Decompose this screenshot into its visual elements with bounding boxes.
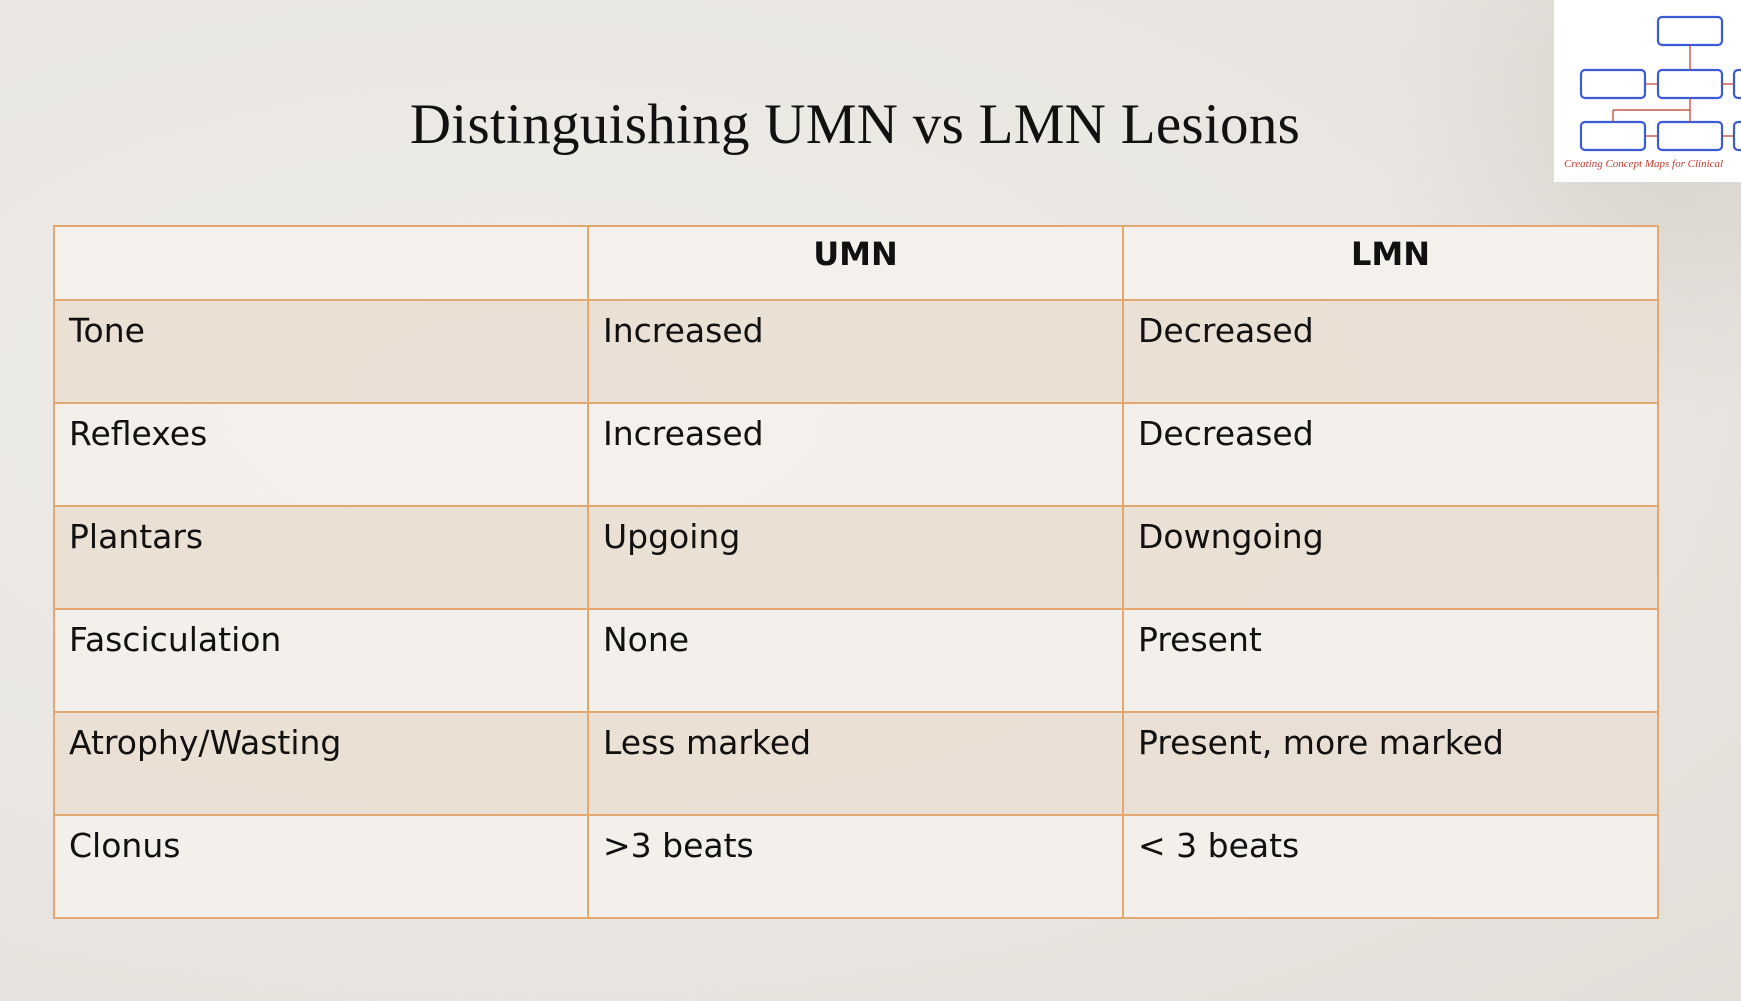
thumbnail-caption: Creating Concept Maps for Clinical — [1564, 158, 1724, 170]
feature-cell: Atrophy/Wasting — [53, 711, 589, 816]
feature-cell: Plantars — [53, 505, 589, 610]
lmn-cell: < 3 beats — [1122, 814, 1659, 919]
comparison-table: UMN LMN Tone Increased Decreased Reflexe… — [53, 225, 1659, 919]
header-feature — [53, 225, 589, 301]
header-lmn: LMN — [1122, 225, 1659, 301]
concept-map-diagram-icon — [1579, 15, 1741, 152]
concept-map-thumbnail: Creating Concept Maps for Clinical — [1553, 0, 1741, 182]
lmn-cell: Present — [1122, 608, 1659, 713]
table-row-clonus: Clonus >3 beats < 3 beats — [53, 814, 1659, 919]
lmn-cell: Decreased — [1122, 402, 1659, 507]
table-row-tone: Tone Increased Decreased — [53, 299, 1659, 404]
lmn-cell: Downgoing — [1122, 505, 1659, 610]
umn-cell: Increased — [587, 402, 1124, 507]
feature-cell: Fasciculation — [53, 608, 589, 713]
feature-cell: Clonus — [53, 814, 589, 919]
table-header-row: UMN LMN — [53, 225, 1659, 301]
umn-cell: Upgoing — [587, 505, 1124, 610]
table-row-fasciculation: Fasciculation None Present — [53, 608, 1659, 713]
lmn-cell: Present, more marked — [1122, 711, 1659, 816]
feature-cell: Reflexes — [53, 402, 589, 507]
umn-cell: None — [587, 608, 1124, 713]
table-row-plantars: Plantars Upgoing Downgoing — [53, 505, 1659, 610]
umn-cell: >3 beats — [587, 814, 1124, 919]
umn-cell: Less marked — [587, 711, 1124, 816]
slide-title: Distinguishing UMN vs LMN Lesions — [409, 93, 1301, 156]
lmn-cell: Decreased — [1122, 299, 1659, 404]
header-umn: UMN — [587, 225, 1124, 301]
table-row-reflexes: Reflexes Increased Decreased — [53, 402, 1659, 507]
umn-cell: Increased — [587, 299, 1124, 404]
feature-cell: Tone — [53, 299, 589, 404]
table-row-atrophy: Atrophy/Wasting Less marked Present, mor… — [53, 711, 1659, 816]
